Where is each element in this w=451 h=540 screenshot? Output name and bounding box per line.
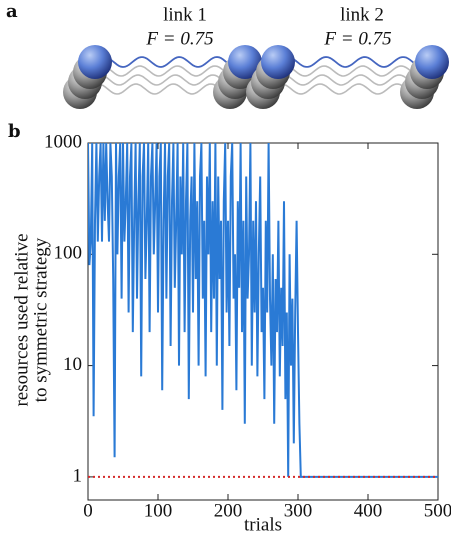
entanglement-wave [90, 74, 242, 86]
node-sphere [415, 45, 449, 79]
x-tick-label: 100 [144, 500, 173, 521]
node-sphere [228, 45, 262, 79]
y-tick-label: 10 [63, 354, 82, 375]
x-tick-label: 0 [83, 500, 93, 521]
entanglement-wave [277, 56, 433, 68]
y-axis-label: to symmetric strategy [30, 237, 51, 402]
node-sphere [78, 45, 112, 79]
spheres [63, 45, 449, 109]
panel-a: a link 1 F = 0.75 link 2 F = 0.75 [6, 1, 449, 109]
link-name: link 1 [163, 4, 207, 25]
panel-label: a [6, 1, 18, 22]
data-line [88, 142, 438, 478]
entanglement-wave [92, 65, 244, 77]
entanglement-wave [88, 83, 240, 95]
link-name: link 2 [340, 4, 384, 25]
entanglement-wave [275, 65, 431, 77]
panel-label: b [8, 121, 21, 142]
x-tick-label: 300 [284, 500, 313, 521]
panel-b: b resources used relative to symmetric s… [8, 121, 451, 535]
y-tick-label: 100 [54, 243, 83, 264]
y-tick-label: 1 [73, 465, 83, 486]
link-fidelity: F = 0.75 [145, 28, 213, 49]
x-axis-label: trials [244, 514, 282, 535]
entanglement-wave [273, 74, 429, 86]
y-axis-label: resources used relative [11, 233, 32, 406]
link-fidelity: F = 0.75 [323, 28, 391, 49]
entanglement-wave [94, 56, 246, 68]
x-tick-label: 200 [214, 500, 243, 521]
plot-frame [87, 142, 439, 501]
node-sphere [261, 45, 295, 79]
x-tick-label: 500 [424, 500, 451, 521]
y-tick-label: 1000 [44, 131, 82, 152]
entanglement-wave [271, 83, 427, 95]
x-tick-label: 400 [354, 500, 383, 521]
